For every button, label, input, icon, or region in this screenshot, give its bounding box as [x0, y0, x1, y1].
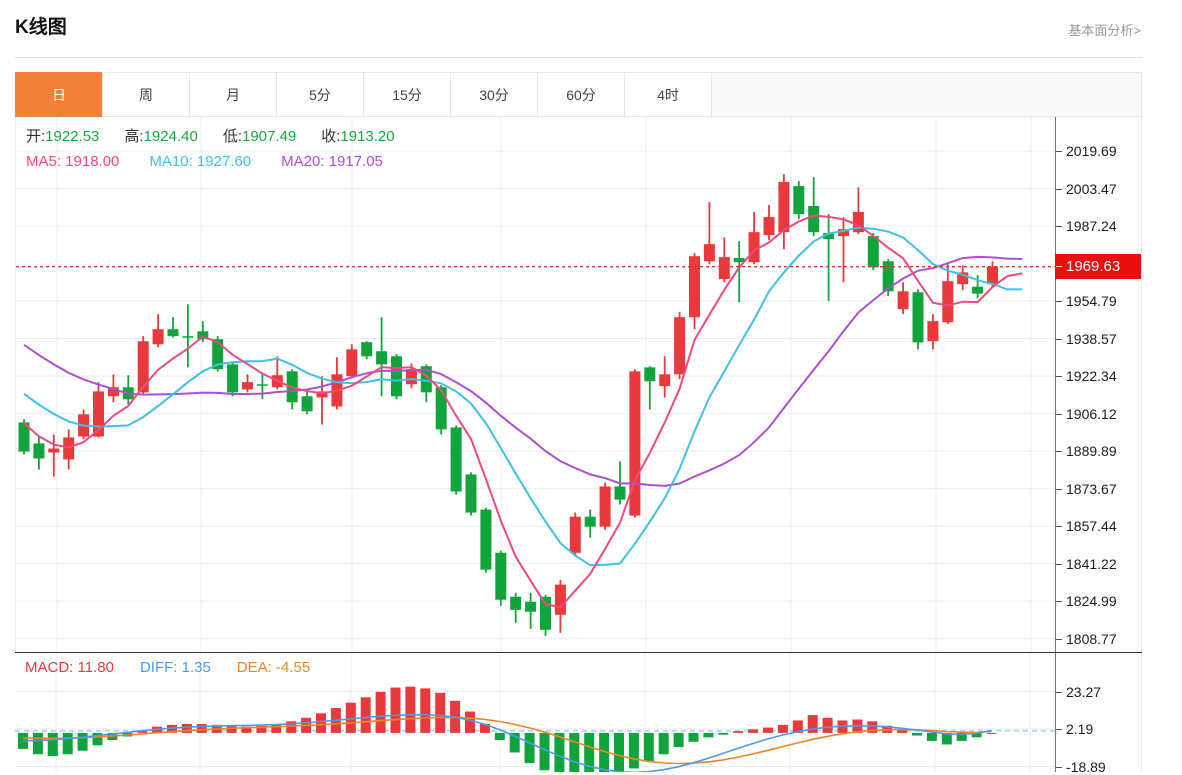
header-divider	[15, 57, 1142, 58]
price-tick-label: 1938.57	[1066, 330, 1117, 347]
axis-tick	[1056, 301, 1062, 303]
candles-group	[18, 174, 998, 636]
diff-value: DIFF: 1.35	[139, 659, 211, 676]
fundamental-analysis-link[interactable]: 基本面分析>	[1068, 23, 1141, 38]
tab-week[interactable]: 周	[102, 72, 190, 117]
price-tick-label: 1808.77	[1066, 630, 1117, 647]
macd-tick-label: 23.27	[1066, 683, 1102, 700]
low-value: 1907.49	[241, 128, 297, 145]
ma5-line	[23, 214, 1023, 609]
diff-line	[22, 713, 992, 772]
price-grid	[16, 117, 1056, 652]
price-tick-label: 1841.22	[1066, 555, 1117, 572]
axis-tick	[1056, 563, 1062, 565]
price-tick-label: 1987.24	[1066, 218, 1117, 235]
panel-divider	[15, 652, 1142, 653]
macd-bars-group	[18, 686, 997, 772]
price-tick-label: 2003.47	[1066, 180, 1117, 197]
macd-tick-label: 2.19	[1066, 721, 1094, 737]
axis-tick	[1056, 338, 1062, 340]
ohlc-close: 收:1913.20	[321, 127, 394, 147]
axis-tick	[1056, 488, 1062, 490]
open-label: 开:	[26, 128, 46, 145]
ma20-value: MA20: 1917.05	[281, 153, 383, 170]
price-tick-label: 1906.12	[1066, 405, 1117, 422]
tab-30min[interactable]: 30分	[450, 72, 538, 117]
axis-tick	[1056, 413, 1062, 415]
ohlc-low: 低:1907.49	[223, 127, 296, 147]
macd-chart-canvas[interactable]: MACD: 11.80 DIFF: 1.35 DEA: -4.55	[15, 653, 1055, 772]
axis-tick	[1056, 151, 1062, 152]
open-value: 1922.53	[45, 128, 100, 145]
main-chart-canvas[interactable]: 开:1922.53 高:1924.40 低:1907.49 收:1913.20 …	[15, 117, 1056, 652]
high-value: 1924.40	[143, 128, 198, 145]
axis-tick	[1056, 526, 1062, 528]
ma10-line	[23, 226, 1023, 567]
axis-tick	[1056, 638, 1062, 640]
tabbar-filler	[711, 72, 1142, 117]
dea-line	[22, 716, 992, 765]
macd-axis: 23.27 2.19 -18.89	[1055, 653, 1142, 775]
macd-plot	[15, 653, 1055, 772]
ma20-line	[23, 255, 1023, 487]
tab-4hour[interactable]: 4时	[624, 72, 712, 117]
tab-60min[interactable]: 60分	[537, 72, 625, 117]
macd-value: MACD: 11.80	[25, 659, 114, 676]
price-tick-label: 1889.89	[1066, 443, 1117, 460]
ma10-value: MA10: 1927.60	[149, 153, 252, 170]
axis-tick	[1056, 691, 1062, 693]
price-tick-label: 1824.99	[1066, 593, 1117, 610]
tab-month[interactable]: 月	[189, 72, 277, 117]
macd-info-row: MACD: 11.80 DIFF: 1.35 DEA: -4.55	[25, 658, 310, 678]
close-label: 收:	[321, 128, 341, 145]
ohlc-high: 高:1924.40	[124, 127, 197, 147]
low-label: 低:	[222, 128, 242, 145]
price-tick-label: 2019.69	[1066, 143, 1117, 159]
macd-tick-label: -18.89	[1066, 758, 1106, 775]
current-price-badge: 1969.63	[1055, 254, 1141, 280]
price-tick-label: 1857.44	[1066, 518, 1117, 535]
tab-day[interactable]: 日	[15, 72, 103, 117]
period-tabbar: 日 周 月 5分 15分 30分 60分 4时	[15, 72, 1142, 117]
tab-15min[interactable]: 15分	[363, 72, 451, 117]
high-label: 高:	[124, 128, 144, 145]
close-value: 1913.20	[340, 128, 395, 145]
ma5-value: MA5: 1918.00	[26, 153, 120, 170]
axis-tick	[1056, 601, 1062, 603]
price-tick-label: 1922.34	[1066, 368, 1117, 385]
price-plot	[16, 117, 1056, 652]
axis-tick	[1056, 226, 1062, 228]
axis-tick	[1056, 188, 1062, 190]
tab-5min[interactable]: 5分	[276, 72, 364, 117]
axis-tick	[1056, 451, 1062, 453]
axis-tick	[1056, 376, 1062, 378]
ohlc-open: 开:1922.53	[26, 127, 99, 147]
page-title: K线图	[15, 17, 67, 38]
dea-value: DEA: -4.55	[236, 659, 311, 676]
axis-tick	[1056, 729, 1062, 730]
price-tick-label: 1873.67	[1066, 480, 1117, 497]
ma-info-row: MA5: 1918.00 MA10: 1927.60 MA20: 1917.05	[26, 152, 383, 172]
main-price-axis: 1969.63 2019.69 2003.47 1987.24 1954.79 1938…	[1055, 117, 1142, 652]
price-tick-label: 1954.79	[1066, 293, 1117, 310]
ohlc-info-row: 开:1922.53 高:1924.40 低:1907.49 收:1913.20	[26, 127, 395, 147]
axis-tick	[1056, 766, 1062, 768]
